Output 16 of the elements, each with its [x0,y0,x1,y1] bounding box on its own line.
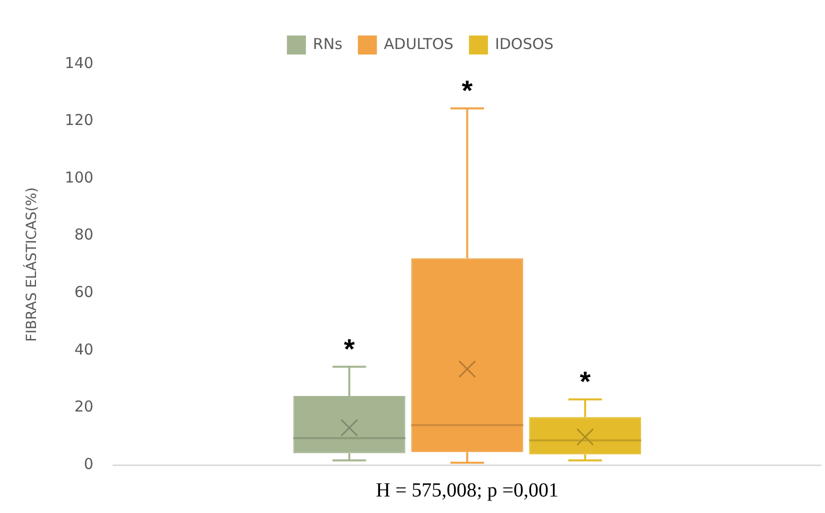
y-tick-label: 0 [84,454,94,473]
annotation: * [462,75,473,106]
legend-label: IDOSOS [494,34,554,53]
y-tick-label: 80 [74,226,94,244]
x-axis-title: H = 575,008; p =0,001 [376,479,558,502]
y-tick-label: 60 [74,283,94,302]
y-tick-label: 40 [74,340,94,358]
legend-label: RNs [312,34,343,53]
annotation: * [580,366,591,398]
annotation: * [344,333,355,364]
y-axis-title: FIBRAS ELÁSTICAS(%) [23,187,40,342]
y-tick-label: 140 [64,54,94,72]
y-tick-label: 20 [74,398,94,416]
legend-label: ADULTOS [384,34,454,53]
y-tick-label: 100 [64,168,94,186]
y-tick-label: 120 [64,111,94,130]
